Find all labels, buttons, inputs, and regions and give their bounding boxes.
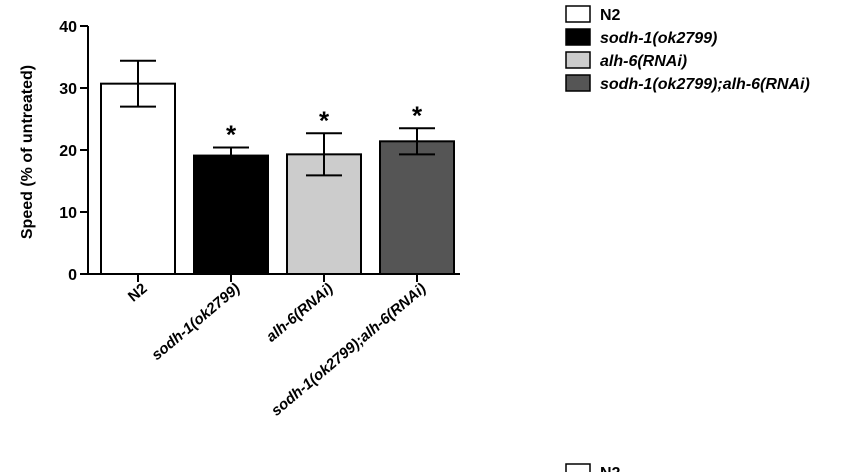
y-tick-label: 0 <box>68 267 77 284</box>
x-tick-label-2: sodh-1(ok2799) <box>148 280 243 364</box>
y-axis-label: Speed (% of untreated) <box>19 65 36 239</box>
bars: * * * <box>100 59 455 275</box>
legend-label-partial: N2 <box>600 465 621 472</box>
legend-swatch-1 <box>565 5 591 23</box>
legend-swatch-2 <box>565 28 591 46</box>
bar-1 <box>100 82 176 275</box>
legend-label-2: sodh-1(ok2799) <box>600 30 717 47</box>
legend-swatch-4 <box>565 74 591 92</box>
legend: N2 sodh-1(ok2799) alh-6(RNAi) sodh-1(ok2799… <box>565 5 810 472</box>
bar-4 <box>379 140 455 275</box>
legend-swatch-3 <box>565 51 591 69</box>
bar-2 <box>193 154 269 275</box>
significance-star-3: * <box>319 105 330 135</box>
y-tick-label: 10 <box>59 205 77 222</box>
x-tick-label-1: N2 <box>125 280 151 305</box>
significance-star-4: * <box>412 100 423 130</box>
y-tick-label: 20 <box>59 143 77 160</box>
y-tick-label: 40 <box>59 19 77 36</box>
y-tick-label: 30 <box>59 81 77 98</box>
x-tick-label-4: sodh-1(ok2799);alh-6(RNAi) <box>268 280 430 419</box>
significance-star-2: * <box>226 120 237 150</box>
legend-label-1: N2 <box>600 7 621 24</box>
x-tick-label-3: alh-6(RNAi) <box>263 280 336 346</box>
legend-swatch-partial <box>565 463 591 472</box>
legend-label-4: sodh-1(ok2799);alh-6(RNAi) <box>600 76 810 93</box>
legend-label-3: alh-6(RNAi) <box>600 53 687 70</box>
